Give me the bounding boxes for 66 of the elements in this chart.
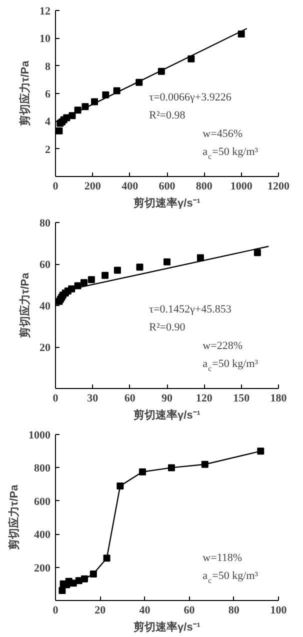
point	[58, 587, 66, 594]
x-tick-label: 150	[233, 392, 250, 404]
x-tick-label: 1000	[230, 180, 253, 192]
x-tick-label: 20	[94, 604, 106, 616]
point	[80, 575, 88, 582]
y-axis-title: 剪切应力τ/Pa	[18, 272, 32, 338]
point	[164, 258, 170, 266]
point	[257, 448, 264, 455]
point	[201, 460, 208, 468]
x-tick-label: 60	[184, 604, 196, 616]
point	[136, 264, 144, 271]
x-tick-label: 120	[196, 392, 213, 404]
x-tick-label: 600	[158, 180, 176, 192]
y-tick-label: 10	[40, 33, 51, 46]
x-tick-label: 60	[124, 392, 136, 404]
x-tick-label: 100	[270, 604, 288, 616]
x-tick-label: 0	[52, 392, 59, 404]
point	[80, 279, 88, 286]
point	[102, 272, 109, 279]
annotation: τ=0.0066γ+3.9226	[149, 91, 232, 104]
annotation: R²=0.90	[149, 322, 186, 334]
x-tick-label: 80	[228, 604, 240, 616]
point	[116, 482, 124, 490]
y-tick-label: 800	[34, 462, 51, 475]
point	[103, 554, 110, 562]
y-tick-label: 200	[34, 562, 51, 574]
y-tick-label: 400	[34, 529, 51, 542]
x-axis-title: 剪切速率γ/s⁻¹	[134, 620, 201, 634]
annotation: w=118%	[202, 552, 242, 564]
point	[114, 266, 121, 274]
y-tick-label: 8	[45, 60, 51, 73]
y-tick-label: 60	[40, 259, 51, 271]
x-axis-title: 剪切速率γ/s⁻¹	[134, 408, 201, 422]
annotation: w=456%	[202, 128, 242, 140]
point	[188, 55, 195, 62]
x-tick-label: 400	[122, 180, 139, 192]
x-tick-label: 0	[52, 180, 59, 192]
y-axis-title: 剪切应力τ/Pa	[18, 60, 32, 126]
y-tick-label: 40	[40, 300, 51, 312]
x-tick-label: 180	[270, 392, 288, 404]
point	[88, 276, 95, 284]
y-tick-label: 2	[45, 144, 51, 156]
annotation: w=228%	[202, 340, 242, 352]
point	[56, 127, 63, 134]
y-tick-label: 6	[45, 88, 51, 100]
x-tick-label: 1200	[268, 180, 290, 192]
y-tick-label: 20	[40, 342, 51, 354]
x-tick-label: 90	[162, 392, 173, 404]
x-tick-label: 30	[87, 392, 99, 404]
annotation: R²=0.98	[149, 110, 186, 122]
x-tick-label: 800	[196, 180, 213, 192]
point	[168, 464, 175, 472]
x-tick-label: 200	[84, 180, 102, 192]
y-tick-label: 80	[40, 218, 51, 230]
x-axis-title: 剪切速率γ/s⁻¹	[134, 196, 201, 210]
annotation: τ=0.1452γ+45.853	[149, 303, 232, 316]
y-tick-label: 600	[34, 496, 51, 508]
point	[138, 468, 146, 476]
y-tick-label: 12	[40, 6, 51, 18]
point	[254, 249, 261, 256]
y-tick-label: 4	[45, 116, 51, 128]
x-tick-label: 40	[139, 604, 151, 616]
point	[90, 570, 97, 578]
x-tick-label: 0	[52, 604, 59, 616]
y-tick-label: 1000	[28, 430, 51, 442]
y-axis-title: 剪切应力τ/Pa	[8, 484, 20, 550]
